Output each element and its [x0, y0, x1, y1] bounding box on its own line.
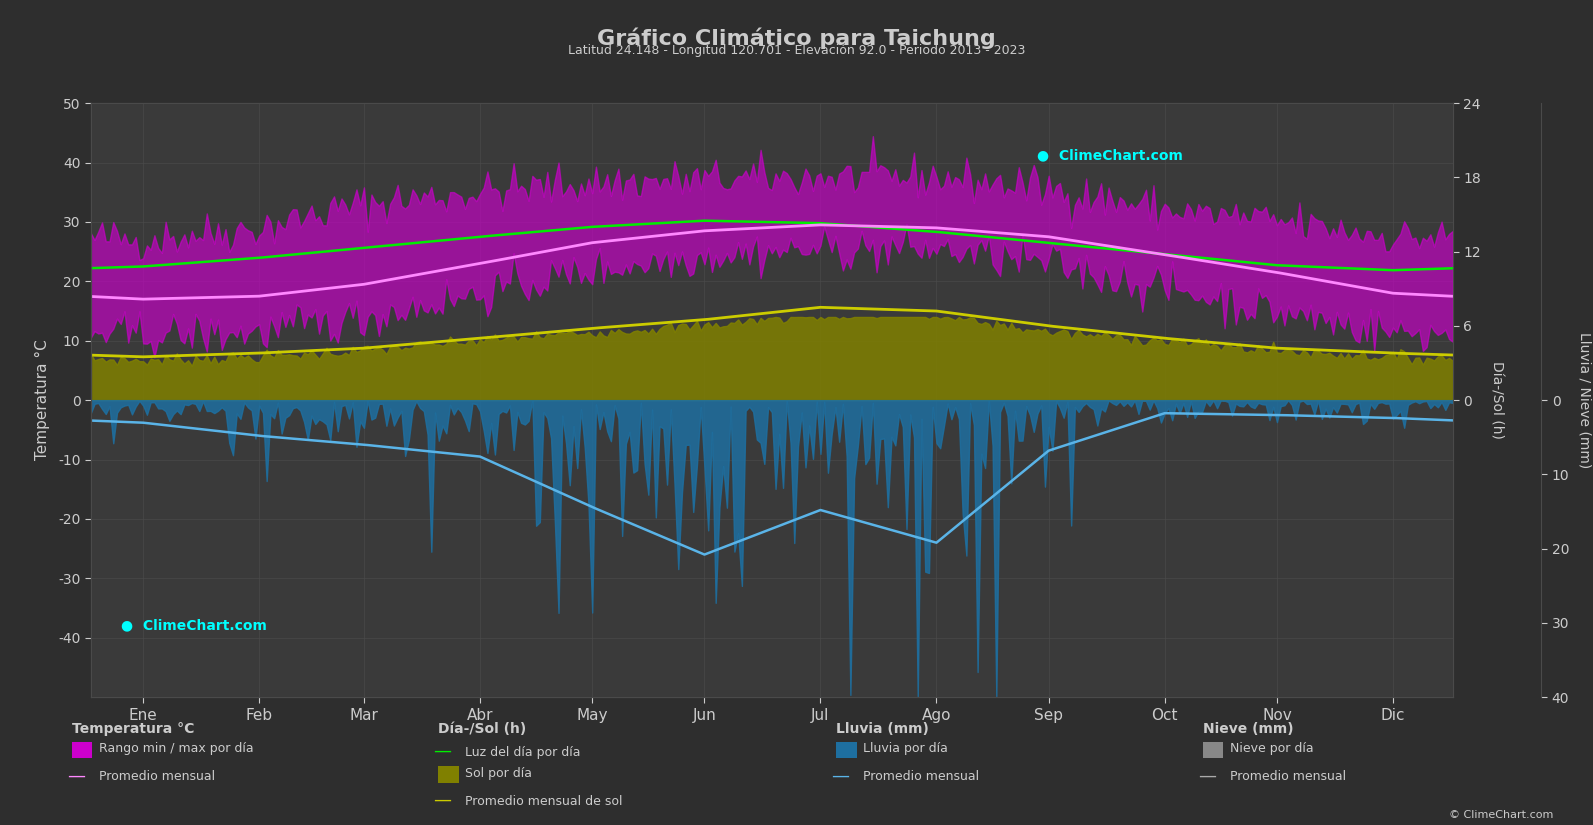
Y-axis label: Temperatura °C: Temperatura °C: [35, 340, 49, 460]
Text: ●  ClimeChart.com: ● ClimeChart.com: [121, 618, 266, 632]
Text: —: —: [433, 742, 451, 760]
Text: —: —: [67, 766, 84, 785]
Text: Promedio mensual de sol: Promedio mensual de sol: [465, 795, 623, 808]
Text: Rango min / max por día: Rango min / max por día: [99, 742, 253, 756]
Y-axis label: Día-/Sol (h): Día-/Sol (h): [1489, 361, 1504, 439]
Text: Latitud 24.148 - Longitud 120.701 - Elevación 92.0 - Periodo 2013 - 2023: Latitud 24.148 - Longitud 120.701 - Elev…: [567, 44, 1026, 57]
Text: —: —: [1198, 766, 1215, 785]
Text: Gráfico Climático para Taichung: Gráfico Climático para Taichung: [597, 27, 996, 49]
Text: Lluvia (mm): Lluvia (mm): [836, 722, 929, 736]
Text: Promedio mensual: Promedio mensual: [863, 771, 980, 784]
Text: —: —: [433, 791, 451, 809]
Text: Promedio mensual: Promedio mensual: [99, 771, 215, 784]
Text: Lluvia por día: Lluvia por día: [863, 742, 948, 756]
Text: ●  ClimeChart.com: ● ClimeChart.com: [1037, 148, 1184, 163]
Text: Promedio mensual: Promedio mensual: [1230, 771, 1346, 784]
Text: Luz del día por día: Luz del día por día: [465, 746, 581, 759]
Y-axis label: Lluvia / Nieve (mm): Lluvia / Nieve (mm): [1577, 332, 1591, 469]
Text: Temperatura °C: Temperatura °C: [72, 722, 194, 736]
Text: —: —: [832, 766, 849, 785]
Text: Nieve (mm): Nieve (mm): [1203, 722, 1294, 736]
Text: Sol por día: Sol por día: [465, 767, 532, 780]
Text: Nieve por día: Nieve por día: [1230, 742, 1313, 756]
Text: © ClimeChart.com: © ClimeChart.com: [1448, 810, 1553, 820]
Text: Día-/Sol (h): Día-/Sol (h): [438, 722, 526, 736]
